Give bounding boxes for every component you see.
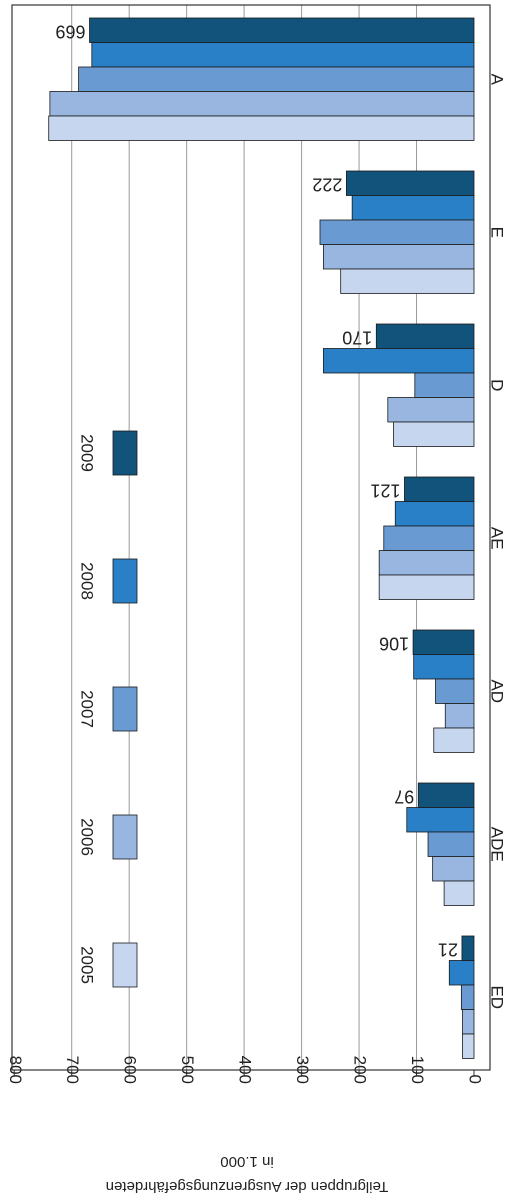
category-label: E [488, 227, 507, 238]
bar-A-2007 [78, 66, 475, 92]
data-label: 97 [394, 787, 414, 807]
category-label: AD [488, 679, 507, 703]
bar-AD-2007 [435, 678, 475, 704]
legend-label: 2007 [78, 690, 97, 728]
data-label: 669 [55, 22, 85, 42]
legend: 2005 2006 2007 2008 2009 [78, 430, 138, 988]
category-label: AE [488, 527, 507, 550]
tick-label: 0 [466, 1075, 485, 1084]
data-label: 121 [370, 481, 400, 501]
bar-ED-2007 [460, 984, 475, 1010]
category-label: D [488, 379, 507, 391]
bar-AD-2008 [413, 654, 475, 680]
bar-AE-2005 [378, 574, 475, 600]
category-label: ADE [488, 827, 507, 862]
bar-ADE-2005 [443, 880, 475, 906]
data-label: 170 [342, 328, 372, 348]
bar-ADE-2009 [417, 782, 475, 808]
legend-swatch-2008 [112, 558, 138, 604]
bar-A-2006 [49, 91, 475, 117]
plot-frame [11, 4, 491, 1071]
category-label: ED [488, 985, 507, 1009]
bar-E-2008 [351, 195, 475, 221]
bar-AE-2008 [394, 501, 475, 527]
bar-ADE-2006 [432, 856, 475, 882]
bar-AD-2009 [412, 629, 475, 655]
bar-AE-2006 [378, 550, 475, 576]
bar-ED-2008 [448, 960, 475, 986]
bar-E-2005 [340, 268, 475, 294]
bar-D-2005 [393, 421, 475, 447]
bar-E-2007 [319, 219, 475, 245]
bar-A-2008 [91, 42, 475, 68]
bar-D-2008 [323, 348, 475, 374]
bar-ED-2009 [461, 935, 475, 961]
bar-AD-2006 [444, 703, 475, 729]
bar-ED-2005 [462, 1033, 475, 1059]
legend-swatch-2005 [112, 942, 138, 988]
legend-label: 2006 [78, 818, 97, 856]
bar-ADE-2007 [427, 831, 475, 857]
legend-swatch-2009 [112, 430, 138, 476]
legend-label: 2008 [78, 562, 97, 600]
data-label: 21 [438, 940, 458, 960]
bar-AD-2005 [433, 727, 475, 753]
bar-D-2007 [414, 372, 475, 398]
legend-label: 2009 [78, 434, 97, 472]
gridlines [71, 5, 418, 1070]
bar-D-2009 [375, 323, 475, 349]
legend-swatch-2006 [112, 814, 138, 860]
bar-D-2006 [387, 397, 475, 423]
bar-AE-2007 [383, 525, 475, 551]
data-label: 106 [379, 634, 409, 654]
legend-label: 2005 [78, 946, 97, 984]
axis-title-unit: in 1.000 [220, 1153, 273, 1170]
bar-E-2009 [346, 170, 475, 196]
legend-swatch-2007 [112, 686, 138, 732]
bar-ED-2006 [462, 1009, 475, 1035]
bar-A-2009 [89, 17, 475, 43]
bar-E-2006 [323, 244, 475, 270]
bars [48, 17, 475, 1059]
axis-title: Teilgruppen der Ausgrenzungsgefährdeten [106, 1178, 389, 1195]
bar-A-2005 [48, 115, 475, 141]
bar-ADE-2008 [406, 807, 475, 833]
category-label: A [488, 74, 507, 86]
bar-AE-2009 [404, 476, 475, 502]
data-labels: 669 222 170 121 106 97 21 [55, 22, 457, 960]
data-label: 222 [312, 175, 342, 195]
